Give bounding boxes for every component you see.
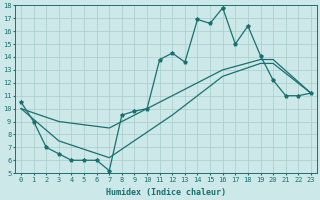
X-axis label: Humidex (Indice chaleur): Humidex (Indice chaleur)	[106, 188, 226, 197]
